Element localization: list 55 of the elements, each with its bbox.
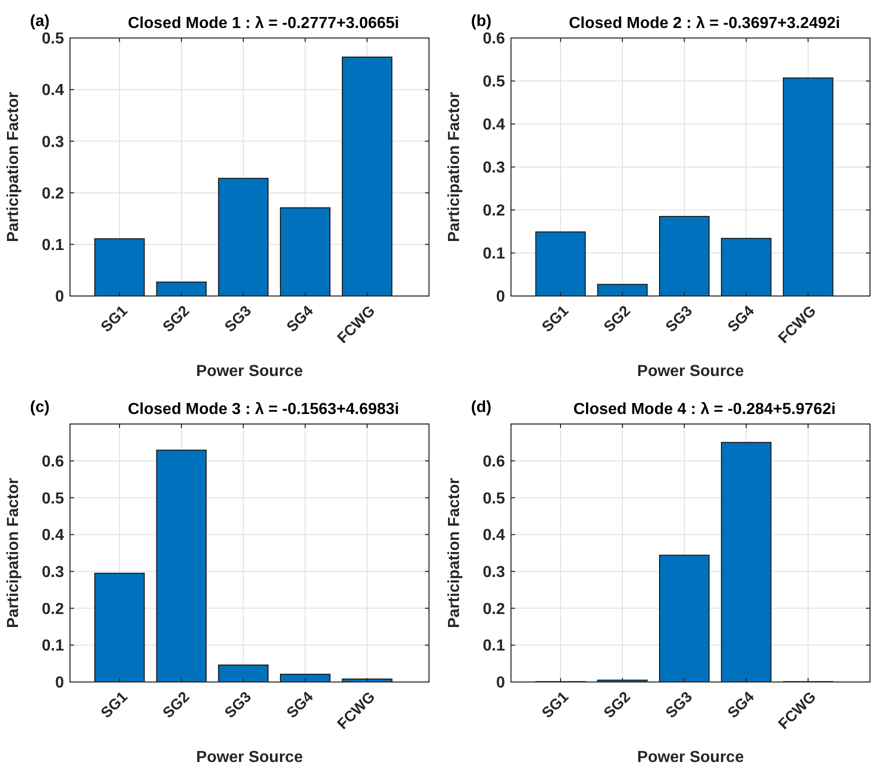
- y-axis-title: Participation Factor: [5, 478, 22, 628]
- y-axis-title: Participation Factor: [5, 92, 22, 242]
- y-tick-label: 0.3: [42, 564, 64, 582]
- y-tick-label: 0.5: [482, 74, 506, 91]
- y-tick-label: 0.4: [42, 527, 64, 544]
- y-tick-label: 0.6: [482, 30, 506, 48]
- text: (d): [471, 399, 492, 416]
- x-tick-label: SG3: [662, 688, 696, 722]
- text: (c): [30, 399, 50, 416]
- y-tick-label: 0.2: [482, 600, 506, 618]
- y-tick-label: 0.3: [482, 160, 506, 177]
- y-tick-label: 0.1: [482, 246, 506, 263]
- x-tick-label: SG1: [538, 302, 572, 336]
- x-tick-label: SG2: [600, 688, 634, 722]
- chart-title: Closed Mode 4 : λ = -0.284+5.9762i: [573, 401, 836, 418]
- x-tick-label: SG1: [98, 302, 132, 336]
- y-tick-label: 0.3: [482, 564, 506, 582]
- y-tick-label: 0: [55, 288, 64, 306]
- text: (a): [30, 13, 50, 30]
- chart-title: Closed Mode 3 : λ = -0.1563+4.6983i: [128, 401, 400, 418]
- x-axis-title: Power Source: [637, 749, 744, 766]
- y-tick-label: 0.3: [42, 134, 64, 151]
- x-tick-label: SG2: [600, 302, 634, 336]
- y-tick-label: 0.1: [482, 638, 506, 655]
- x-axis-title: Power Source: [196, 749, 303, 766]
- x-tick-label: SG1: [538, 688, 572, 722]
- y-tick-label: 0.4: [482, 527, 506, 544]
- y-tick-label: 0.1: [42, 638, 64, 655]
- x-tick-label: SG2: [160, 688, 193, 722]
- x-tick-label: SG3: [222, 688, 255, 722]
- y-tick-label: 0.4: [482, 116, 506, 134]
- x-tick-label: SG2: [160, 302, 193, 336]
- y-tick-label: 0.2: [482, 202, 506, 220]
- y-tick-label: 0.6: [482, 453, 506, 470]
- chart-title: Closed Mode 2 : λ = -0.3697+3.2492i: [568, 15, 840, 32]
- y-axis-title: Participation Factor: [446, 478, 463, 628]
- y-tick-label: 0: [55, 674, 64, 692]
- x-tick-label: SG1: [98, 688, 132, 722]
- chart-title: Closed Mode 1 : λ = -0.2777+3.0665i: [128, 15, 400, 32]
- y-tick-label: 0.4: [42, 82, 64, 100]
- y-tick-label: 0.6: [42, 453, 64, 470]
- x-tick-label: SG3: [222, 302, 255, 336]
- y-tick-label: 0.5: [42, 30, 64, 48]
- y-axis-title: Participation Factor: [446, 92, 463, 242]
- x-axis-title: Power Source: [637, 363, 744, 380]
- y-tick-label: 0.2: [42, 600, 64, 618]
- y-tick-label: 0.1: [42, 237, 64, 254]
- y-tick-label: 0.2: [42, 185, 64, 202]
- y-tick-label: 0: [496, 674, 506, 692]
- text: (b): [471, 13, 492, 30]
- y-tick-label: 0.5: [482, 490, 506, 508]
- x-axis-title: Power Source: [196, 363, 303, 380]
- y-tick-label: 0: [496, 288, 506, 306]
- x-tick-label: SG3: [662, 302, 696, 336]
- y-tick-label: 0.5: [42, 490, 64, 508]
